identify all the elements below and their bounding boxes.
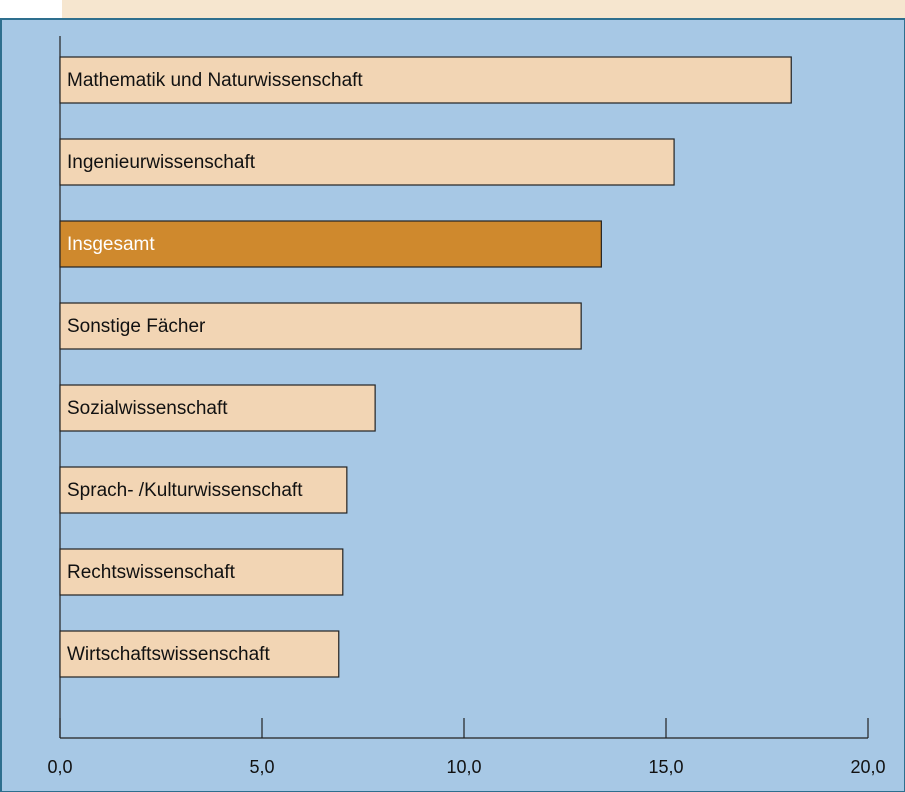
x-tick-label: 0,0	[47, 757, 72, 777]
category-label: Insgesamt	[67, 234, 155, 255]
x-tick-label: 10,0	[446, 757, 481, 777]
bar	[59, 56, 792, 104]
bar	[59, 466, 348, 514]
category-label: Sprach- /Kulturwissenschaft	[67, 480, 303, 501]
bar	[59, 548, 344, 596]
category-label: Wirtschaftswissenschaft	[67, 644, 270, 665]
bar	[59, 220, 602, 268]
x-tick-label: 5,0	[249, 757, 274, 777]
category-label: Rechtswissenschaft	[67, 562, 236, 583]
x-tick-label: 20,0	[850, 757, 885, 777]
category-label: Sonstige Fächer	[67, 316, 206, 337]
category-label: Ingenieurwissenschaft	[67, 152, 256, 173]
top-band	[62, 0, 905, 19]
bar	[59, 302, 582, 350]
bar	[59, 630, 340, 678]
x-tick-label: 15,0	[648, 757, 683, 777]
category-label: Mathematik und Naturwissenschaft	[67, 70, 363, 91]
bar	[59, 384, 376, 432]
category-label: Sozialwissenschaft	[67, 398, 228, 419]
bar	[59, 138, 675, 186]
